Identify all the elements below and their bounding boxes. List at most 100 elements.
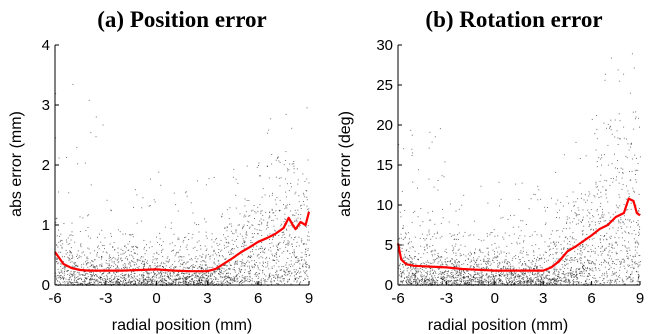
scatter-point: [188, 277, 190, 279]
scatter-point: [405, 232, 406, 234]
panel-b: (b) Rotation error -6 -3 0 3 6 9051015202530 …: [337, 7, 644, 334]
scatter-point: [520, 283, 522, 285]
scatter-point: [567, 274, 569, 276]
scatter-point: [159, 277, 161, 279]
scatter-point: [254, 228, 256, 230]
scatter-point: [563, 248, 565, 250]
scatter-point: [302, 243, 304, 245]
scatter-point: [538, 274, 540, 276]
scatter-point: [468, 235, 470, 237]
scatter-point: [511, 242, 513, 244]
scatter-point: [547, 281, 549, 283]
scatter-point: [77, 250, 79, 252]
scatter-point: [430, 282, 432, 284]
scatter-point: [496, 275, 498, 277]
scatter-point: [205, 256, 207, 258]
scatter-point: [574, 257, 576, 258]
scatter-point: [623, 265, 625, 267]
scatter-point: [606, 281, 608, 283]
scatter-point: [197, 258, 199, 260]
scatter-point: [64, 266, 66, 268]
scatter-point: [617, 168, 618, 170]
scatter-point: [205, 250, 207, 251]
scatter-point: [425, 264, 427, 266]
scatter-point: [638, 275, 640, 277]
scatter-point: [120, 257, 122, 259]
scatter-point: [226, 226, 228, 228]
scatter-point: [577, 277, 578, 279]
scatter-point: [526, 276, 528, 278]
scatter-point: [110, 233, 112, 235]
scatter-point: [163, 282, 165, 283]
scatter-point: [596, 161, 598, 162]
scatter-point: [288, 169, 290, 171]
scatter-point: [278, 274, 279, 276]
scatter-point: [211, 281, 213, 283]
scatter-point: [456, 234, 458, 236]
scatter-point: [303, 194, 305, 196]
scatter-point: [283, 164, 285, 166]
scatter-point: [58, 191, 60, 193]
scatter-point: [567, 281, 569, 283]
scatter-point: [519, 281, 521, 283]
scatter-point: [466, 270, 467, 272]
scatter-point: [407, 280, 409, 282]
scatter-point: [293, 165, 295, 167]
scatter-point: [131, 246, 133, 248]
scatter-point: [265, 262, 266, 263]
scatter-point: [71, 254, 73, 256]
scatter-point: [455, 277, 457, 279]
scatter-point: [623, 259, 625, 261]
scatter-point: [58, 229, 59, 231]
scatter-point: [156, 273, 158, 275]
scatter-point: [636, 271, 637, 273]
scatter-point: [541, 278, 543, 279]
scatter-point: [249, 251, 251, 253]
scatter-point: [588, 211, 590, 213]
scatter-point: [476, 259, 478, 261]
scatter-point: [536, 278, 538, 280]
scatter-point: [451, 280, 452, 282]
scatter-point: [480, 281, 482, 283]
scatter-point: [280, 269, 282, 271]
scatter-point: [428, 229, 430, 231]
scatter-point: [529, 268, 531, 270]
scatter-point: [517, 276, 519, 278]
scatter-point: [634, 154, 636, 156]
scatter-point: [476, 266, 478, 268]
scatter-point: [276, 271, 278, 273]
scatter-point: [210, 272, 212, 274]
scatter-point: [428, 283, 430, 285]
scatter-point: [227, 245, 229, 247]
scatter-point: [276, 259, 278, 261]
scatter-point: [96, 253, 98, 255]
scatter-point: [485, 274, 487, 276]
scatter-point: [567, 248, 569, 250]
scatter-point: [123, 252, 125, 254]
scatter-point: [555, 268, 557, 270]
scatter-point: [592, 250, 594, 252]
scatter-point: [103, 283, 105, 285]
scatter-point: [600, 191, 602, 193]
scatter-point: [156, 259, 158, 261]
scatter-point: [297, 272, 298, 273]
scatter-point: [169, 243, 171, 245]
scatter-point: [291, 226, 293, 228]
scatter-point: [118, 254, 120, 256]
scatter-point: [416, 281, 418, 283]
scatter-point: [458, 271, 460, 273]
scatter-point: [261, 223, 263, 225]
scatter-point: [541, 267, 543, 269]
scatter-point: [524, 261, 526, 262]
scatter-point: [587, 283, 589, 285]
scatter-point: [73, 271, 75, 273]
scatter-point: [185, 246, 187, 248]
scatter-point: [281, 276, 283, 277]
scatter-point: [597, 254, 599, 256]
scatter-point: [294, 277, 296, 279]
scatter-point: [502, 216, 504, 218]
scatter-point: [422, 221, 424, 223]
scatter-point: [502, 267, 504, 269]
scatter-point: [146, 262, 147, 264]
scatter-point: [221, 283, 223, 285]
